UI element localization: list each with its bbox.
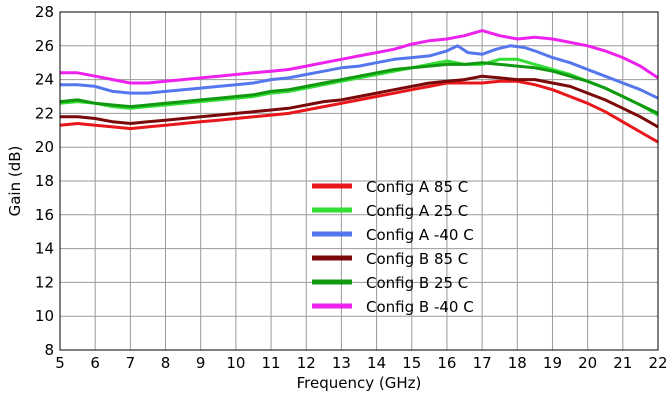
plot-frame [59,11,659,351]
legend-label: Config A 25 C [366,202,468,220]
y-tick-label: 22 [35,104,54,122]
legend-label: Config A -40 C [366,226,474,244]
y-tick-label: 26 [35,37,54,55]
y-tick-label: 14 [35,240,54,258]
series-line-5 [59,61,659,115]
y-tick-label: 16 [35,206,54,224]
x-tick-label: 10 [226,354,245,372]
x-tick-label: 20 [578,354,597,372]
x-tick-labels: 5 6 7 8 9 10 11 12 13 14 15 16 17 18 19 20 21 22 [55,354,667,372]
x-tick-label: 14 [367,354,386,372]
y-tick-label: 20 [35,138,54,156]
x-tick-label: 8 [161,354,171,372]
series-lines [59,29,659,144]
series-line-4 [60,74,659,129]
x-tick-label: 9 [196,354,206,372]
series-line-3 [60,44,659,100]
y-tick-label: 8 [44,341,54,359]
x-tick-label: 22 [648,354,667,372]
x-tick-label: 18 [508,354,527,372]
x-axis-title: Frequency (GHz) [297,374,422,392]
x-tick-label: 15 [402,354,421,372]
y-tick-label: 24 [35,71,54,89]
x-tick-label: 12 [297,354,316,372]
y-tick-label: 12 [35,273,54,291]
x-tick-label: 11 [262,354,281,372]
legend-label: Config A 85 C [366,178,468,196]
legend-label: Config B 85 C [366,250,468,268]
series-line-6 [60,29,659,85]
y-tick-label: 18 [35,172,54,190]
legend-label: Config B -40 C [366,298,474,316]
legend: Config A 85 C Config A 25 C Config A -40 C… [312,178,474,316]
legend-label: Config B 25 C [366,274,468,292]
y-axis-title: Gain (dB) [6,146,24,217]
x-tick-label: 16 [437,354,456,372]
series-line-2 [59,57,659,117]
x-tick-label: 19 [543,354,562,372]
x-tick-label: 17 [473,354,492,372]
x-tick-label: 6 [90,354,100,372]
y-tick-label: 10 [35,307,54,325]
y-tick-label: 28 [35,3,54,21]
x-tick-label: 13 [332,354,351,372]
y-tick-labels: 8 10 12 14 16 18 20 22 24 26 28 [35,3,54,359]
x-tick-label: 21 [613,354,632,372]
x-tick-label: 5 [55,354,65,372]
x-tick-label: 7 [126,354,136,372]
series-line-1 [59,79,659,144]
